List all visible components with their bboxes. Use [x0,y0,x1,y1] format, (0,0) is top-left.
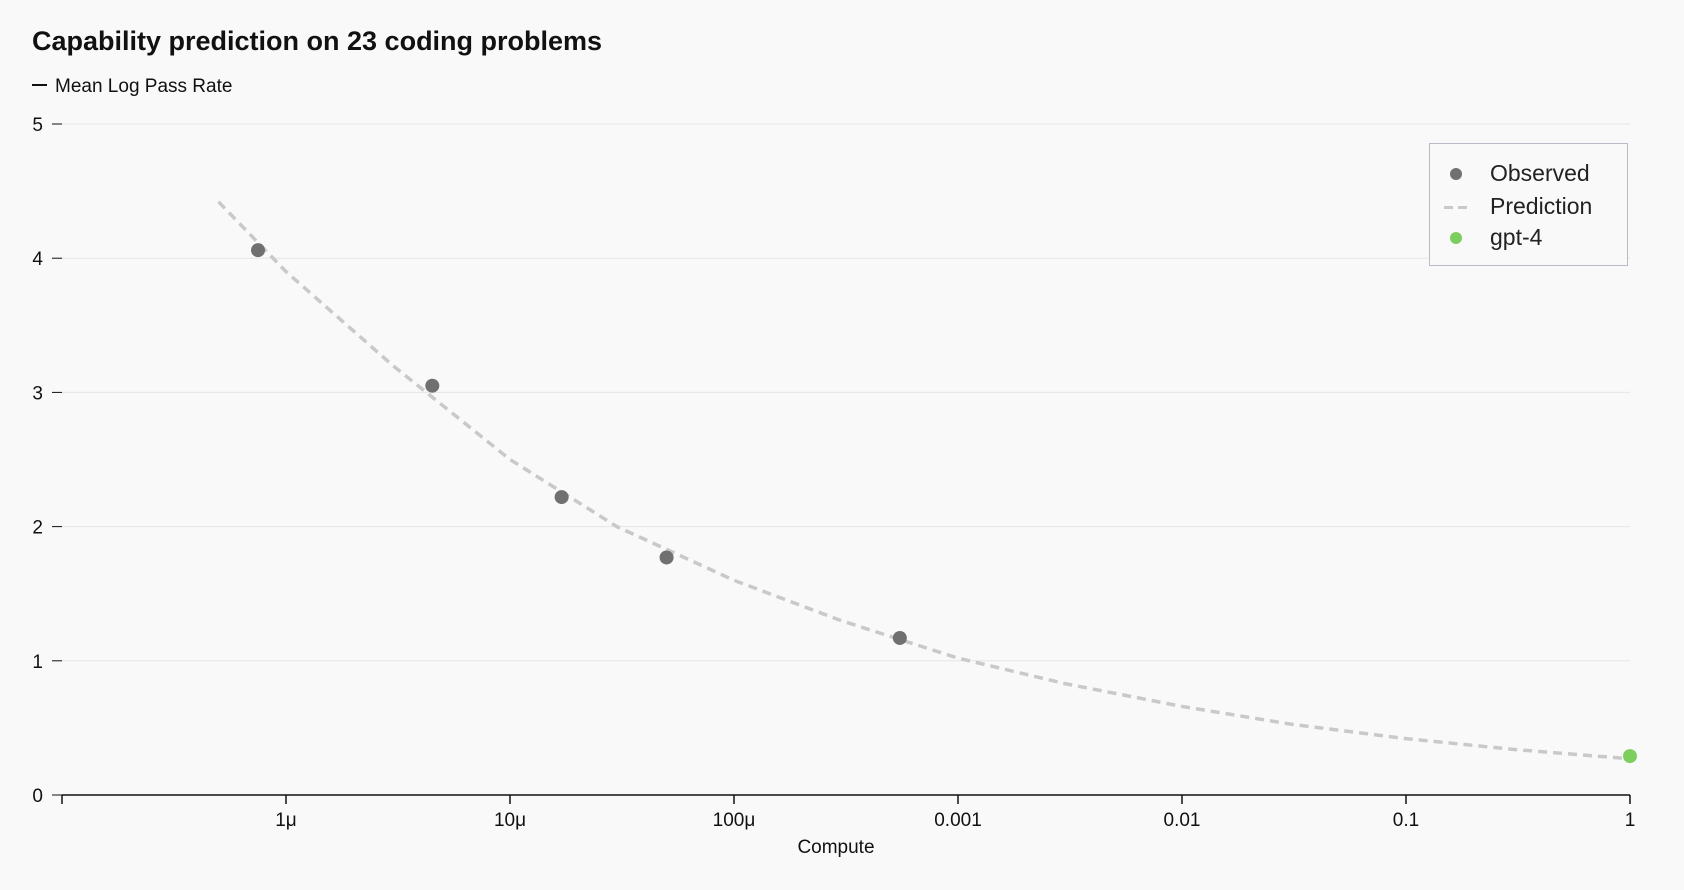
x-tick-label: 0.01 [1164,810,1201,831]
x-tick-label: 0.1 [1393,810,1419,831]
observed-point [251,243,266,258]
y-tick-label: 1 [32,652,43,673]
x-axis-title: Compute [797,837,874,858]
points-layer [251,243,1637,764]
y-axis-label: Mean Log Pass Rate [32,76,232,98]
y-axis-label-text: Mean Log Pass Rate [55,76,233,97]
x-tick-label: 1μ [275,810,297,831]
y-tick-label: 0 [32,786,43,807]
legend-item-gpt4: gpt-4 [1430,222,1627,254]
y-label-dash-icon [32,83,47,86]
gpt4-point [1623,749,1637,764]
legend-item-observed: Observed [1430,158,1627,190]
legend-gpt4-dot-icon [1450,232,1462,244]
x-tick-label: 10μ [494,810,526,831]
legend-prediction-dash-icon [1444,201,1468,213]
x-tick-label: 0.001 [934,810,982,831]
chart-title: Capability prediction on 23 coding probl… [32,26,603,56]
observed-point [659,550,674,565]
observed-point [554,490,569,505]
legend-observed-label: Observed [1490,160,1590,186]
legend-item-prediction: Prediction [1430,191,1627,223]
prediction-line [217,200,1631,761]
y-tick-label: 5 [32,115,43,136]
observed-point [425,378,440,393]
x-tick-label: 1 [1625,810,1636,831]
grid-lines [52,123,1630,662]
legend-gpt4-label: gpt-4 [1490,224,1543,250]
legend-prediction-label: Prediction [1490,193,1593,219]
y-tick-label: 4 [32,249,43,270]
x-tick-label: 100μ [713,810,756,831]
y-tick-label: 3 [32,383,43,404]
chart-legend: Observed Prediction gpt-4 [1429,143,1628,266]
observed-point [892,630,907,645]
prediction-line-layer [217,200,1631,761]
axes: 0 1 2 3 4 5 1μ 10μ 100μ 0.001 0.01 0.1 1 [32,115,1635,831]
y-tick-label: 2 [32,518,43,539]
legend-observed-dot-icon [1450,168,1462,180]
